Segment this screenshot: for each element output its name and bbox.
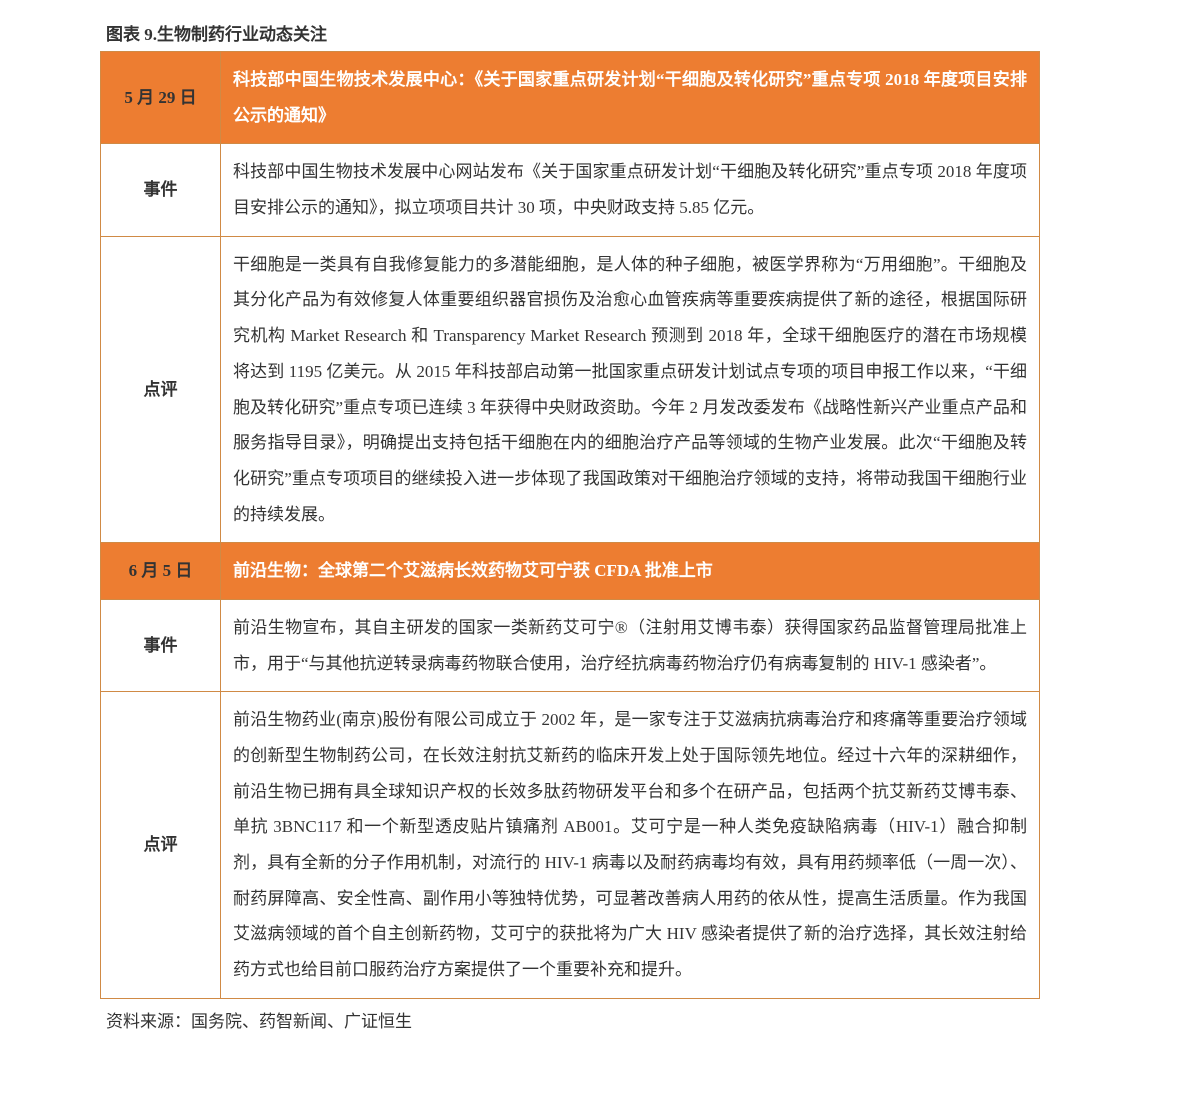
source-note: 资料来源：国务院、药智新闻、广证恒生 — [106, 1007, 1131, 1032]
table-row: 事件 前沿生物宣布，其自主研发的国家一类新药艾可宁®（注射用艾博韦泰）获得国家药… — [101, 599, 1040, 691]
row-content: 科技部中国生物技术发展中心网站发布《关于国家重点研发计划“干细胞及转化研究”重点… — [221, 144, 1040, 236]
table-row: 点评 前沿生物药业(南京)股份有限公司成立于 2002 年，是一家专注于艾滋病抗… — [101, 692, 1040, 999]
row-label: 点评 — [101, 236, 221, 543]
table-row: 事件 科技部中国生物技术发展中心网站发布《关于国家重点研发计划“干细胞及转化研究… — [101, 144, 1040, 236]
headline-cell: 科技部中国生物技术发展中心：《关于国家重点研发计划“干细胞及转化研究”重点专项 … — [221, 52, 1040, 144]
industry-news-table: 5 月 29 日 科技部中国生物技术发展中心：《关于国家重点研发计划“干细胞及转… — [100, 51, 1040, 999]
headline-cell: 前沿生物：全球第二个艾滋病长效药物艾可宁获 CFDA 批准上市 — [221, 543, 1040, 600]
row-content: 前沿生物宣布，其自主研发的国家一类新药艾可宁®（注射用艾博韦泰）获得国家药品监督… — [221, 599, 1040, 691]
row-label: 点评 — [101, 692, 221, 999]
row-content: 干细胞是一类具有自我修复能力的多潜能细胞，是人体的种子细胞，被医学界称为“万用细… — [221, 236, 1040, 543]
table-caption: 图表 9.生物制药行业动态关注 — [106, 20, 1131, 45]
table-row: 6 月 5 日 前沿生物：全球第二个艾滋病长效药物艾可宁获 CFDA 批准上市 — [101, 543, 1040, 600]
date-label: 6 月 5 日 — [101, 543, 221, 600]
row-label: 事件 — [101, 599, 221, 691]
row-label: 事件 — [101, 144, 221, 236]
table-row: 点评 干细胞是一类具有自我修复能力的多潜能细胞，是人体的种子细胞，被医学界称为“… — [101, 236, 1040, 543]
table-row: 5 月 29 日 科技部中国生物技术发展中心：《关于国家重点研发计划“干细胞及转… — [101, 52, 1040, 144]
date-label: 5 月 29 日 — [101, 52, 221, 144]
row-content: 前沿生物药业(南京)股份有限公司成立于 2002 年，是一家专注于艾滋病抗病毒治… — [221, 692, 1040, 999]
